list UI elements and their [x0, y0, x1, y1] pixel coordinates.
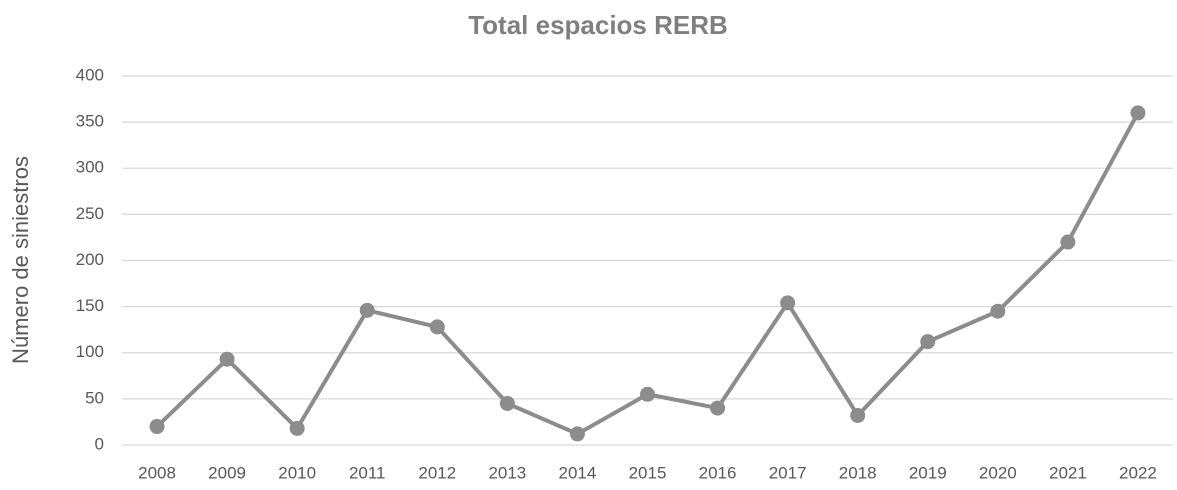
point — [149, 419, 165, 435]
point — [920, 334, 936, 350]
point — [640, 386, 655, 402]
point — [990, 303, 1006, 319]
point — [780, 295, 796, 311]
y-tick-label: 50 — [85, 388, 104, 407]
x-tick-label: 2013 — [488, 463, 526, 482]
x-tick-label: 2017 — [769, 463, 807, 482]
point — [359, 302, 375, 318]
point — [569, 426, 585, 442]
x-tick-label: 2019 — [909, 463, 947, 482]
y-axis-label: Número de siniestros — [8, 156, 33, 364]
x-tick-label: 2015 — [629, 463, 667, 482]
chart-title: Total espacios RERB — [468, 10, 728, 40]
point — [850, 407, 866, 423]
x-tick-label: 2008 — [138, 463, 176, 482]
point — [289, 420, 305, 436]
y-tick-label: 0 — [95, 434, 104, 453]
y-tick-label: 150 — [76, 296, 104, 315]
y-tick-label: 250 — [76, 204, 104, 223]
line — [155, 111, 1140, 436]
x-tick-label: 2012 — [418, 463, 456, 482]
x-tick-label: 2016 — [699, 463, 737, 482]
point — [1130, 105, 1146, 121]
x-tick-label: 2011 — [349, 463, 386, 482]
x-tick-label: 2018 — [839, 463, 877, 482]
point — [710, 400, 726, 416]
x-tick-label: 2014 — [559, 463, 597, 482]
x-tick-label: 2010 — [278, 463, 316, 482]
y-tick-label: 200 — [76, 250, 104, 269]
x-tick-label: 2022 — [1119, 463, 1157, 482]
x-tick-label: 2020 — [979, 463, 1017, 482]
point — [219, 351, 235, 367]
y-tick-label: 350 — [76, 112, 104, 131]
point — [1060, 234, 1076, 250]
x-tick-label: 2021 — [1049, 463, 1087, 482]
x-tick-label: 2009 — [208, 463, 246, 482]
point — [429, 319, 445, 335]
y-tick-label: 400 — [76, 65, 104, 84]
y-tick-label: 300 — [76, 158, 104, 177]
point — [499, 395, 515, 411]
y-tick-label: 100 — [76, 342, 104, 361]
